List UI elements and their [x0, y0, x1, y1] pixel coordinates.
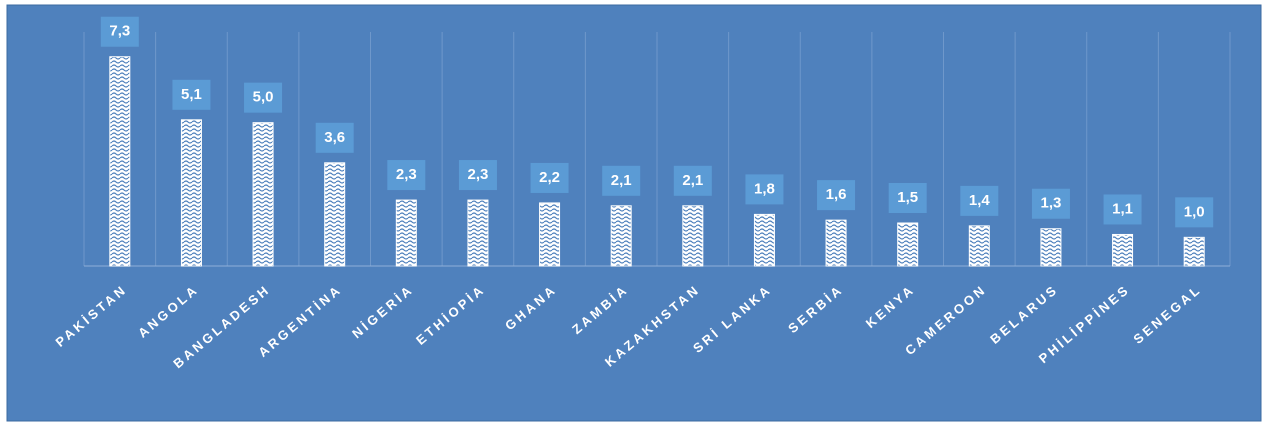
bar [395, 199, 417, 267]
data-label-box [530, 162, 569, 193]
bar [610, 205, 632, 267]
data-label: 1,1 [1112, 200, 1133, 217]
data-label: 7,3 [109, 23, 130, 40]
bar [968, 225, 990, 267]
bar [897, 222, 919, 267]
data-label-box [1031, 188, 1070, 219]
data-label: 3,6 [324, 129, 345, 146]
data-label: 1,8 [754, 180, 775, 197]
bar [324, 162, 346, 267]
bar [682, 205, 704, 267]
data-label-box [602, 165, 641, 196]
data-label: 2,1 [611, 172, 632, 189]
bar [539, 202, 561, 267]
bar [753, 213, 775, 267]
data-label-box [458, 160, 497, 191]
data-label: 1,4 [969, 192, 991, 209]
data-label-box [315, 122, 354, 153]
data-label: 5,0 [253, 89, 274, 106]
data-label: 2,2 [539, 169, 560, 186]
data-label-box [1103, 194, 1142, 225]
bar [825, 219, 847, 267]
bar [1040, 228, 1062, 267]
bar [1183, 236, 1205, 267]
bar [467, 199, 489, 267]
data-label: 1,0 [1184, 203, 1205, 220]
data-label-box [387, 160, 426, 191]
bar [252, 122, 274, 267]
data-label: 1,3 [1041, 195, 1062, 212]
bar [1112, 233, 1134, 267]
data-label: 1,6 [826, 186, 847, 203]
data-label: 2,3 [468, 166, 489, 183]
data-label: 5,1 [181, 86, 202, 103]
data-label-box [673, 165, 712, 196]
data-label-box [244, 82, 283, 113]
data-label-box [100, 16, 139, 47]
data-label-box [745, 174, 784, 205]
data-label-box [817, 180, 856, 211]
data-label-box [1175, 197, 1214, 228]
data-label: 2,1 [682, 172, 703, 189]
data-label-box [172, 79, 211, 110]
data-label-box [888, 183, 927, 213]
data-label: 1,5 [897, 189, 918, 206]
bar [109, 56, 131, 267]
data-label: 2,3 [396, 166, 417, 183]
bar [180, 119, 202, 267]
data-label-box [960, 185, 999, 216]
